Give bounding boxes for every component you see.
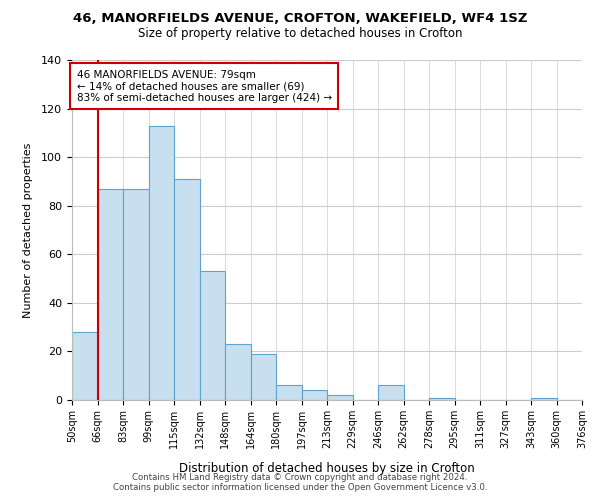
Text: 46 MANORFIELDS AVENUE: 79sqm
← 14% of detached houses are smaller (69)
83% of se: 46 MANORFIELDS AVENUE: 79sqm ← 14% of de… (77, 70, 332, 103)
Bar (251, 354, 276, 400)
Bar (225, 344, 251, 400)
Bar (72, 332, 97, 400)
Bar (378, 386, 404, 400)
Bar (123, 188, 149, 400)
Bar (174, 179, 199, 400)
Text: 46, MANORFIELDS AVENUE, CROFTON, WAKEFIELD, WF4 1SZ: 46, MANORFIELDS AVENUE, CROFTON, WAKEFIE… (73, 12, 527, 26)
Bar (429, 398, 455, 400)
Bar (97, 188, 123, 400)
Bar (531, 398, 557, 400)
X-axis label: Distribution of detached houses by size in Crofton: Distribution of detached houses by size … (179, 462, 475, 475)
Text: Size of property relative to detached houses in Crofton: Size of property relative to detached ho… (138, 28, 462, 40)
Bar (302, 390, 327, 400)
Text: Contains HM Land Registry data © Crown copyright and database right 2024.
Contai: Contains HM Land Registry data © Crown c… (113, 473, 487, 492)
Y-axis label: Number of detached properties: Number of detached properties (23, 142, 33, 318)
Bar (199, 272, 225, 400)
Bar (149, 126, 174, 400)
Bar (327, 395, 353, 400)
Bar (276, 386, 302, 400)
